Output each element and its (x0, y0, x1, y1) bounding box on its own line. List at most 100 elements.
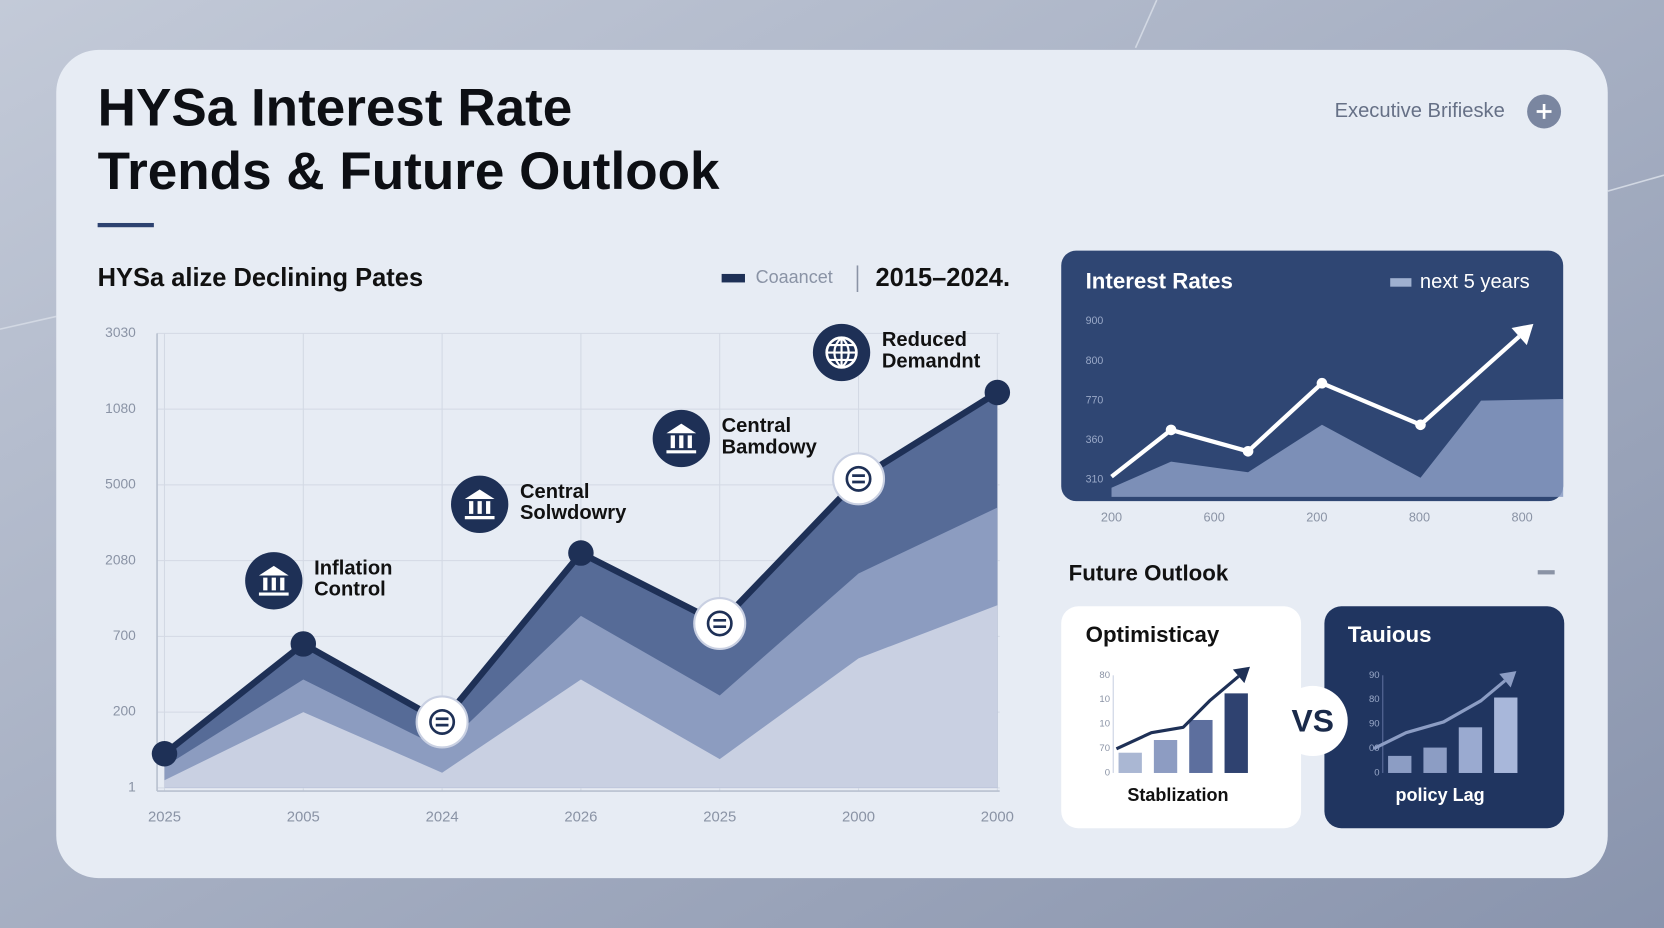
x-tick-label: 600 (1204, 510, 1225, 525)
y-tick-label: 10 (1099, 694, 1110, 705)
bar (1423, 747, 1447, 773)
point-icon-glyph (429, 708, 456, 735)
annotation-label: Control (314, 579, 386, 601)
decor-line (0, 315, 57, 330)
point-icon (693, 596, 747, 651)
x-tick-label: 2026 (564, 809, 597, 825)
y-tick-label: 80 (1099, 670, 1110, 681)
card-title: Optimisticay (1086, 622, 1220, 647)
annotation-label: Demandnt (882, 350, 981, 372)
chart-title: Interest Rates (1086, 268, 1233, 293)
y-tick-label: 1 (128, 779, 136, 794)
title-line: HYSa Interest Rate (98, 78, 573, 137)
point-icon (415, 695, 469, 749)
bar (1153, 740, 1178, 773)
y-tick-label: 310 (1086, 474, 1104, 486)
bar (1388, 755, 1412, 773)
section-title: Future Outlook (1069, 560, 1229, 585)
x-tick-label: 2024 (426, 809, 459, 825)
collapse-icon (1537, 570, 1555, 575)
arrow-head (1232, 666, 1251, 684)
point (984, 379, 1011, 406)
x-tick-label: 2025 (703, 809, 736, 825)
area (1111, 399, 1564, 497)
y-tick-label: 0 (1105, 767, 1110, 778)
point (1316, 377, 1328, 389)
bar (1189, 719, 1213, 773)
rates-panel (1061, 250, 1564, 502)
x-tick-label: 800 (1512, 510, 1533, 525)
point-icon (832, 452, 886, 506)
y-tick-label: 5000 (105, 477, 136, 492)
point (1242, 445, 1254, 457)
arrow-head (1499, 671, 1517, 688)
y-tick-label: 10 (1099, 719, 1110, 730)
y-tick-label: 3030 (105, 325, 136, 340)
point-icon-glyph (435, 717, 449, 727)
bar (1494, 697, 1518, 773)
y-tick-label: 0 (1374, 767, 1379, 778)
legend-swatch (1390, 278, 1412, 287)
y-tick-label: 770 (1086, 394, 1104, 406)
x-tick-label: 2005 (287, 809, 320, 825)
annotation-icon (258, 565, 289, 596)
card-caption: policy Lag (1396, 785, 1485, 805)
range-label: 2015–2024. (876, 264, 1011, 292)
y-tick-label: 80 (1369, 694, 1380, 705)
annotation-icon (666, 423, 697, 454)
vs-badge (1277, 685, 1348, 756)
x-tick-label: 2025 (148, 809, 181, 825)
point-icon-glyph (845, 465, 872, 492)
chart-title: HYSa alize Declining Pates (98, 264, 423, 292)
annotation-label: Bamdowy (722, 436, 818, 458)
x-tick-label: 200 (1306, 510, 1327, 525)
trend-line (1115, 675, 1240, 751)
bar (1118, 752, 1142, 773)
y-tick-label: 90 (1369, 670, 1380, 681)
point (151, 741, 178, 767)
annotation-label: Central (520, 481, 589, 503)
line (1110, 334, 1521, 479)
add-icon (1536, 104, 1552, 119)
y-tick-label: 900 (1086, 315, 1104, 327)
y-tick-label: 90 (1369, 719, 1380, 730)
point (1165, 424, 1177, 436)
title-line: Trends & Future Outlook (98, 142, 720, 201)
x-tick-label: 200 (1101, 510, 1122, 525)
y-tick-label: 1080 (105, 401, 136, 416)
y-tick-label: 70 (1099, 743, 1110, 754)
badge: Executive Brifieske (1335, 100, 1505, 122)
point (290, 631, 317, 657)
area (164, 605, 998, 788)
decor-line (1607, 174, 1664, 192)
annotation-icon (826, 336, 857, 369)
vs-label: VS (1292, 702, 1334, 738)
arrow-head (1511, 323, 1534, 346)
annotation-label: Inflation (314, 557, 392, 579)
point (1415, 419, 1426, 431)
bar (1458, 727, 1483, 773)
y-tick-label: 700 (113, 628, 136, 643)
annotation-label: Central (722, 415, 791, 437)
trend-line (1373, 679, 1506, 750)
legend-label: Coaancet (756, 267, 833, 287)
y-tick-label: 800 (1086, 355, 1104, 367)
bar (1224, 693, 1248, 773)
card-title: Tauious (1348, 622, 1432, 647)
y-tick-label: 2080 (105, 552, 136, 567)
point-icon-glyph (713, 618, 727, 629)
point-icon-glyph (852, 474, 865, 484)
point-icon-glyph (706, 610, 733, 637)
annotation-icon (464, 489, 495, 520)
decor-line (1134, 0, 1158, 49)
annotation-label: Reduced (882, 329, 967, 351)
annotation-label: Solwdowry (520, 502, 627, 524)
legend-swatch (721, 273, 745, 283)
point (568, 540, 594, 566)
title-underline (97, 222, 154, 228)
x-tick-label: 800 (1409, 510, 1430, 525)
x-tick-label: 2000 (981, 809, 1014, 825)
x-tick-label: 2000 (842, 809, 875, 825)
